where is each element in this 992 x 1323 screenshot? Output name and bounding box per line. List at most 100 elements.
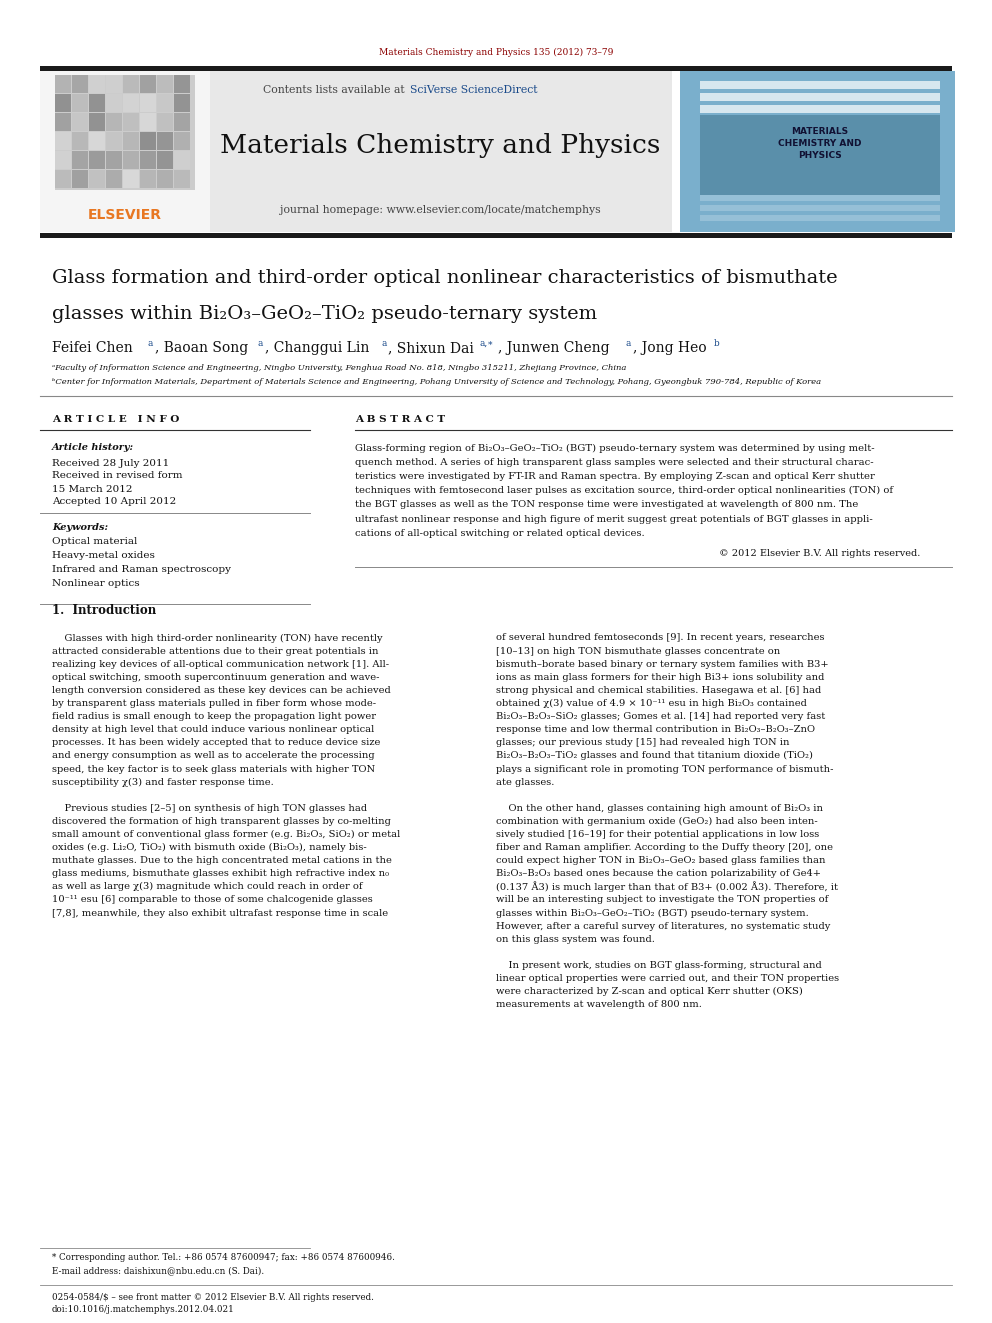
Bar	[89, 94, 105, 112]
Text: [10–13] on high TON bismuthate glasses concentrate on: [10–13] on high TON bismuthate glasses c…	[496, 647, 781, 656]
Text: bismuth–borate based binary or ternary system families with B3+: bismuth–borate based binary or ternary s…	[496, 660, 828, 668]
Text: , Junwen Cheng: , Junwen Cheng	[498, 341, 610, 355]
Text: © 2012 Elsevier B.V. All rights reserved.: © 2012 Elsevier B.V. All rights reserved…	[718, 549, 920, 557]
Text: plays a significant role in promoting TON performance of bismuth-: plays a significant role in promoting TO…	[496, 765, 833, 774]
Bar	[174, 94, 190, 112]
Text: SciVerse ScienceDirect: SciVerse ScienceDirect	[410, 85, 538, 95]
Text: Previous studies [2–5] on synthesis of high TON glasses had: Previous studies [2–5] on synthesis of h…	[52, 804, 367, 812]
Bar	[174, 112, 190, 131]
Text: strong physical and chemical stabilities. Hasegawa et al. [6] had: strong physical and chemical stabilities…	[496, 685, 821, 695]
Text: Bi₂O₃–B₂O₃ based ones because the cation polarizability of Ge4+: Bi₂O₃–B₂O₃ based ones because the cation…	[496, 869, 821, 878]
Text: by transparent glass materials pulled in fiber form whose mode-: by transparent glass materials pulled in…	[52, 699, 376, 708]
Text: susceptibility χ(3) and faster response time.: susceptibility χ(3) and faster response …	[52, 778, 274, 787]
Bar	[140, 75, 156, 93]
Bar	[123, 169, 139, 188]
Text: muthate glasses. Due to the high concentrated metal cations in the: muthate glasses. Due to the high concent…	[52, 856, 392, 865]
Bar	[72, 112, 88, 131]
Bar	[40, 233, 952, 238]
Text: Materials Chemistry and Physics 135 (2012) 73–79: Materials Chemistry and Physics 135 (201…	[379, 48, 613, 57]
Text: processes. It has been widely accepted that to reduce device size: processes. It has been widely accepted t…	[52, 738, 380, 747]
Text: glasses within Bi₂O₃–GeO₂–TiO₂ pseudo-ternary system: glasses within Bi₂O₃–GeO₂–TiO₂ pseudo-te…	[52, 306, 597, 323]
Text: , Jong Heo: , Jong Heo	[633, 341, 706, 355]
Bar	[157, 151, 173, 169]
Bar	[157, 169, 173, 188]
Text: A B S T R A C T: A B S T R A C T	[355, 415, 445, 425]
Text: Article history:: Article history:	[52, 443, 134, 452]
Text: glass mediums, bismuthate glasses exhibit high refractive index n₀: glass mediums, bismuthate glasses exhibi…	[52, 869, 389, 878]
Text: will be an interesting subject to investigate the TON properties of: will be an interesting subject to invest…	[496, 896, 828, 905]
Bar	[700, 93, 940, 101]
Bar	[700, 194, 940, 201]
Text: glasses within Bi₂O₃–GeO₂–TiO₂ (BGT) pseudo-ternary system.: glasses within Bi₂O₃–GeO₂–TiO₂ (BGT) pse…	[496, 909, 808, 918]
Text: Optical material: Optical material	[52, 537, 137, 545]
Bar	[72, 75, 88, 93]
Bar	[72, 132, 88, 149]
Bar	[89, 132, 105, 149]
Bar	[700, 205, 940, 210]
Text: cations of all-optical switching or related optical devices.: cations of all-optical switching or rela…	[355, 529, 645, 537]
Bar	[157, 94, 173, 112]
Text: [7,8], meanwhile, they also exhibit ultrafast response time in scale: [7,8], meanwhile, they also exhibit ultr…	[52, 909, 388, 918]
Text: , Changgui Lin: , Changgui Lin	[265, 341, 369, 355]
Bar	[174, 151, 190, 169]
Text: 15 March 2012: 15 March 2012	[52, 484, 133, 493]
Text: optical switching, smooth supercontinuum generation and wave-: optical switching, smooth supercontinuum…	[52, 673, 380, 681]
Text: Keywords:: Keywords:	[52, 523, 108, 532]
Text: discovered the formation of high transparent glasses by co-melting: discovered the formation of high transpa…	[52, 816, 391, 826]
Text: E-mail address: daishixun@nbu.edu.cn (S. Dai).: E-mail address: daishixun@nbu.edu.cn (S.…	[52, 1266, 264, 1275]
Text: of several hundred femtoseconds [9]. In recent years, researches: of several hundred femtoseconds [9]. In …	[496, 634, 824, 643]
Text: Glass-forming region of Bi₂O₃–GeO₂–TiO₂ (BGT) pseudo-ternary system was determin: Glass-forming region of Bi₂O₃–GeO₂–TiO₂ …	[355, 443, 875, 452]
Text: speed, the key factor is to seek glass materials with higher TON: speed, the key factor is to seek glass m…	[52, 765, 375, 774]
Text: and energy consumption as well as to accelerate the processing: and energy consumption as well as to acc…	[52, 751, 375, 761]
Text: , Shixun Dai: , Shixun Dai	[388, 341, 474, 355]
Text: Bi₂O₃–B₂O₃–TiO₂ glasses and found that titanium dioxide (TiO₂): Bi₂O₃–B₂O₃–TiO₂ glasses and found that t…	[496, 751, 813, 761]
Bar	[106, 169, 122, 188]
Text: A R T I C L E   I N F O: A R T I C L E I N F O	[52, 415, 180, 425]
Bar	[140, 151, 156, 169]
Text: 1.  Introduction: 1. Introduction	[52, 603, 157, 617]
Text: Glass formation and third-order optical nonlinear characteristics of bismuthate: Glass formation and third-order optical …	[52, 269, 837, 287]
Text: as well as large χ(3) magnitude which could reach in order of: as well as large χ(3) magnitude which co…	[52, 882, 363, 892]
Text: a: a	[626, 339, 631, 348]
Bar	[123, 132, 139, 149]
Text: * Corresponding author. Tel.: +86 0574 87600947; fax: +86 0574 87600946.: * Corresponding author. Tel.: +86 0574 8…	[52, 1253, 395, 1262]
Bar	[210, 71, 672, 232]
Text: journal homepage: www.elsevier.com/locate/matchemphys: journal homepage: www.elsevier.com/locat…	[280, 205, 600, 216]
Text: , Baoan Song: , Baoan Song	[155, 341, 248, 355]
Bar	[123, 75, 139, 93]
Text: MATERIALS
CHEMISTRY AND
PHYSICS: MATERIALS CHEMISTRY AND PHYSICS	[779, 127, 862, 160]
Text: sively studied [16–19] for their potential applications in low loss: sively studied [16–19] for their potenti…	[496, 830, 819, 839]
Bar	[123, 151, 139, 169]
Text: Received 28 July 2011: Received 28 July 2011	[52, 459, 170, 467]
Text: ate glasses.: ate glasses.	[496, 778, 555, 787]
Bar	[55, 112, 71, 131]
Text: ELSEVIER: ELSEVIER	[88, 208, 162, 222]
Bar	[89, 112, 105, 131]
Text: ultrafast nonlinear response and high figure of merit suggest great potentials o: ultrafast nonlinear response and high fi…	[355, 515, 873, 524]
Text: a: a	[258, 339, 263, 348]
Text: Materials Chemistry and Physics: Materials Chemistry and Physics	[220, 132, 661, 157]
Text: Heavy-metal oxides: Heavy-metal oxides	[52, 550, 155, 560]
Text: a,∗: a,∗	[479, 339, 493, 348]
Bar	[157, 75, 173, 93]
Bar	[55, 169, 71, 188]
Text: linear optical properties were carried out, and their TON properties: linear optical properties were carried o…	[496, 974, 839, 983]
Bar	[140, 112, 156, 131]
Bar	[89, 75, 105, 93]
Bar	[40, 66, 952, 71]
Text: In present work, studies on BGT glass-forming, structural and: In present work, studies on BGT glass-fo…	[496, 960, 821, 970]
Text: 0254-0584/$ – see front matter © 2012 Elsevier B.V. All rights reserved.: 0254-0584/$ – see front matter © 2012 El…	[52, 1293, 374, 1302]
Text: quench method. A series of high transparent glass samples were selected and thei: quench method. A series of high transpar…	[355, 458, 874, 467]
Bar	[700, 115, 940, 194]
Text: Glasses with high third-order nonlinearity (TON) have recently: Glasses with high third-order nonlineari…	[52, 634, 383, 643]
Text: Contents lists available at: Contents lists available at	[263, 85, 408, 95]
Text: the BGT glasses as well as the TON response time were investigated at wavelength: the BGT glasses as well as the TON respo…	[355, 500, 858, 509]
Text: a: a	[148, 339, 154, 348]
Bar	[174, 75, 190, 93]
Bar	[700, 216, 940, 221]
Bar	[174, 132, 190, 149]
Text: were characterized by Z-scan and optical Kerr shutter (OKS): were characterized by Z-scan and optical…	[496, 987, 803, 996]
Text: field radius is small enough to keep the propagation light power: field radius is small enough to keep the…	[52, 712, 376, 721]
Text: (0.137 Å3) is much larger than that of B3+ (0.002 Å3). Therefore, it: (0.137 Å3) is much larger than that of B…	[496, 881, 838, 892]
Text: Feifei Chen: Feifei Chen	[52, 341, 133, 355]
